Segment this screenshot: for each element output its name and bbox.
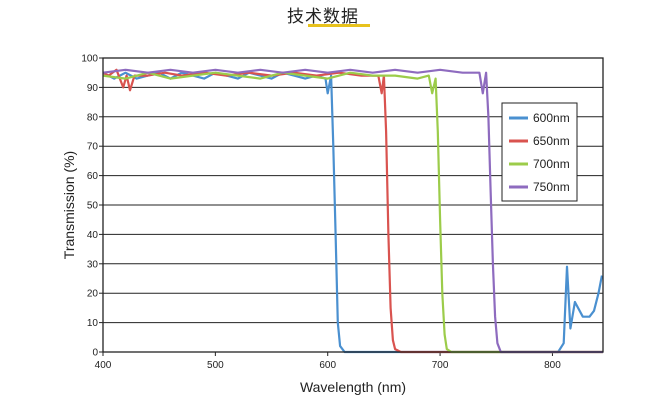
- legend-label-650nm: 650nm: [533, 134, 570, 148]
- legend-label-700nm: 700nm: [533, 157, 570, 171]
- legend-label-750nm: 750nm: [533, 180, 570, 194]
- x-tick-label-500: 500: [207, 360, 224, 371]
- series-line-700nm: [102, 71, 603, 354]
- y-tick-label-40: 40: [87, 230, 99, 241]
- page-title: 技术数据: [287, 7, 359, 26]
- x-tick-label-400: 400: [95, 360, 112, 371]
- legend-label-600nm: 600nm: [533, 111, 570, 125]
- x-tick-label-600: 600: [319, 360, 336, 371]
- y-tick-label-50: 50: [87, 201, 99, 212]
- y-tick-label-20: 20: [87, 289, 99, 300]
- series-line-600nm: [102, 71, 603, 354]
- y-tick-label-30: 30: [87, 259, 99, 270]
- plot-frame: [102, 57, 604, 353]
- y-tick-label-10: 10: [87, 318, 99, 329]
- x-axis-title: Wavelength (nm): [300, 379, 406, 395]
- x-tick-label-700: 700: [432, 360, 449, 371]
- tick-labels: 0 10 20 30 40 50 60 70 80 90 100 400 500 600 700 800: [81, 54, 561, 372]
- title-underline: [308, 24, 370, 27]
- y-axis-title: Transmission (%): [61, 151, 77, 259]
- y-tick-label-80: 80: [87, 112, 99, 123]
- y-tick-label-100: 100: [81, 54, 98, 65]
- y-tick-label-70: 70: [87, 142, 99, 153]
- y-tick-label-0: 0: [92, 348, 98, 359]
- legend: 600nm 650nm 700nm 750nm: [501, 102, 578, 202]
- y-tick-label-90: 90: [87, 83, 99, 94]
- y-tick-label-60: 60: [87, 171, 99, 182]
- x-tick-label-800: 800: [544, 360, 561, 371]
- series-line-750nm: [102, 68, 603, 354]
